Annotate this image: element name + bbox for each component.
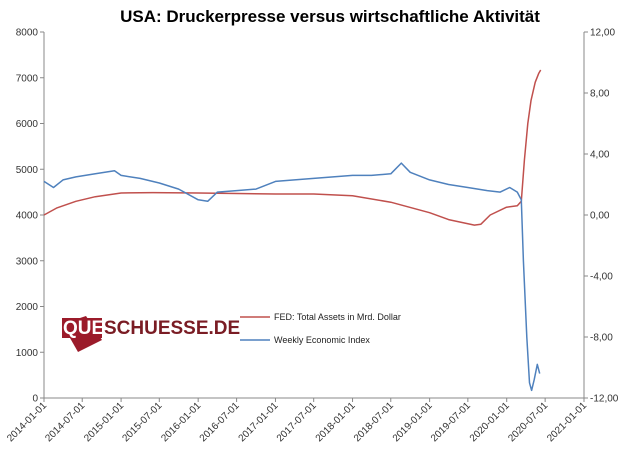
right-tick-label: 4,00 bbox=[590, 150, 610, 161]
x-tick-label: 2015-01-01 bbox=[82, 400, 126, 444]
left-tick-label: 0 bbox=[32, 394, 38, 405]
x-tick-label: 2020-07-01 bbox=[506, 400, 550, 444]
left-axis-ticks: 0 1000 2000 3000 4000 5000 6000 7000 8000 bbox=[16, 28, 44, 405]
x-tick-label: 2015-07-01 bbox=[120, 400, 164, 444]
left-tick-label: 3000 bbox=[16, 256, 39, 267]
left-tick-label: 2000 bbox=[16, 302, 39, 313]
x-tick-label: 2019-07-01 bbox=[429, 400, 473, 444]
chart-title: USA: Druckerpresse versus wirtschaftlich… bbox=[120, 7, 540, 26]
left-tick-label: 6000 bbox=[16, 119, 39, 130]
right-axis-ticks: 12,00 8,00 4,00 0,00 -4,00 -8,00 -12,00 bbox=[584, 28, 619, 405]
x-axis-ticks: 2014-01-012014-07-012015-01-012015-07-01… bbox=[5, 398, 589, 444]
x-tick-label: 2018-07-01 bbox=[352, 400, 396, 444]
logo-part1: QUER bbox=[63, 318, 118, 339]
left-tick-label: 8000 bbox=[16, 28, 39, 39]
x-tick-label: 2017-01-01 bbox=[237, 400, 281, 444]
plot-area bbox=[43, 32, 585, 399]
x-tick-label: 2016-07-01 bbox=[198, 400, 242, 444]
left-tick-label: 7000 bbox=[16, 73, 39, 84]
right-tick-label: 0,00 bbox=[590, 211, 610, 222]
x-tick-label: 2018-01-01 bbox=[314, 400, 358, 444]
x-tick-label: 2014-07-01 bbox=[43, 400, 87, 444]
series-layer bbox=[43, 69, 542, 392]
x-tick-label: 2016-01-01 bbox=[159, 400, 203, 444]
legend: FED: Total Assets in Mrd. Dollar Weekly … bbox=[240, 312, 401, 345]
x-tick-label: 2021-01-01 bbox=[545, 400, 589, 444]
left-tick-label: 5000 bbox=[16, 165, 39, 176]
legend-label-wei: Weekly Economic Index bbox=[274, 335, 370, 345]
series-line-weekly-economic-index bbox=[43, 162, 541, 392]
left-tick-label: 1000 bbox=[16, 348, 39, 359]
logo-part2: SCHUESSE.DE bbox=[104, 318, 240, 339]
right-tick-label: -12,00 bbox=[590, 394, 619, 405]
right-tick-label: 12,00 bbox=[590, 28, 615, 39]
x-tick-label: 2020-01-01 bbox=[468, 400, 512, 444]
right-tick-label: -8,00 bbox=[590, 333, 613, 344]
legend-label-fed: FED: Total Assets in Mrd. Dollar bbox=[274, 312, 401, 322]
x-tick-label: 2017-07-01 bbox=[275, 400, 319, 444]
x-tick-label: 2014-01-01 bbox=[5, 400, 49, 444]
right-tick-label: -4,00 bbox=[590, 272, 613, 283]
logo-box bbox=[62, 318, 102, 338]
plot-background bbox=[44, 32, 584, 398]
left-tick-label: 4000 bbox=[16, 211, 39, 222]
right-tick-label: 8,00 bbox=[590, 89, 610, 100]
querschuesse-logo: QUER SCHUESSE.DE bbox=[62, 316, 240, 352]
x-tick-label: 2019-01-01 bbox=[391, 400, 435, 444]
series-line-fed-total-assets bbox=[43, 69, 542, 226]
